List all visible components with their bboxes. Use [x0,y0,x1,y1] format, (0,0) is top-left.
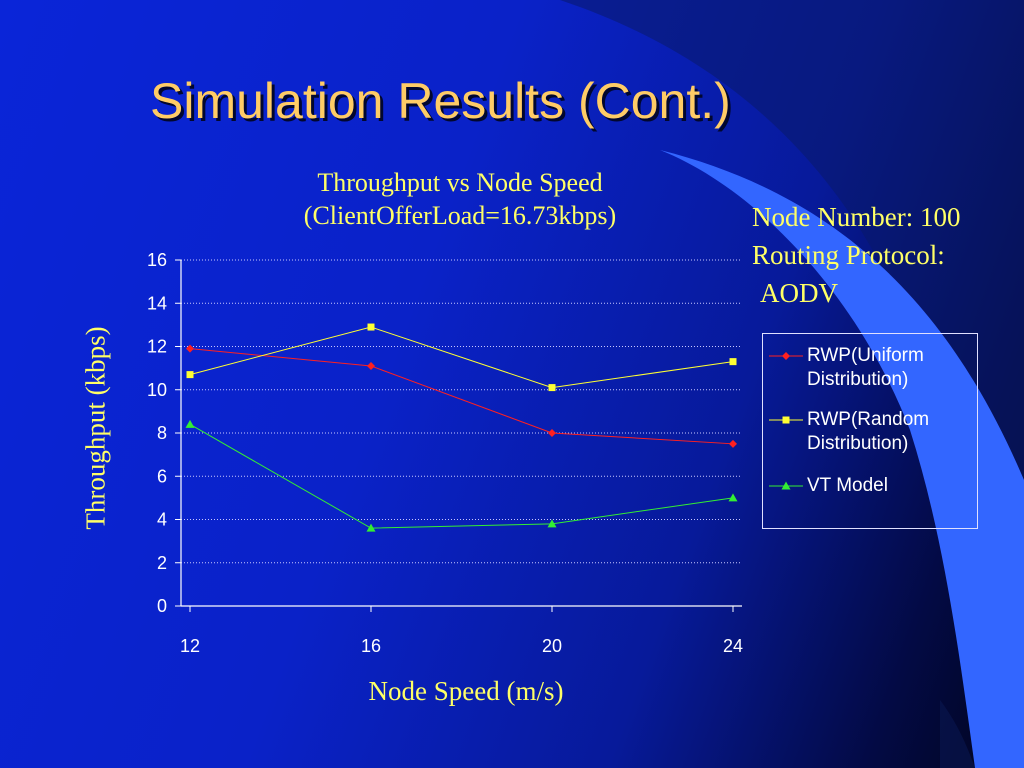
x-tick-label-16: 16 [361,636,381,656]
legend-label-vt-model: VT Model [807,475,888,496]
series-line-0 [189,348,734,445]
series-0-point-24 [729,439,737,448]
legend-marker-1 [782,416,790,424]
legend-marker-2 [781,481,791,490]
series-1-point-24 [729,358,737,366]
series-2-point-12 [185,419,195,428]
y-tick-label-8: 8 [157,423,167,443]
legend-swatch-random [769,416,803,424]
legend-label-uniform: RWP(Uniform Distribution) [807,345,924,390]
y-tick-label-14: 14 [147,293,167,313]
chart-legend: RWP(Uniform Distribution) RWP(Random Dis… [762,333,978,529]
x-tick-label-24: 24 [723,636,743,656]
x-tick-label-12: 12 [180,636,200,656]
series-2-point-20 [547,519,557,528]
y-tick-label-12: 12 [147,337,167,357]
y-tick-label-16: 16 [147,250,167,270]
series-0-point-16 [367,361,375,370]
series-1-point-12 [186,371,194,379]
y-tick-label-10: 10 [147,380,167,400]
info-routing-protocol: Routing Protocol: [752,240,945,270]
series-1-point-16 [367,323,375,331]
series-line-1 [189,326,734,389]
x-axis-label: Node Speed (m/s) [368,676,564,706]
legend-swatch-vt-model [769,481,803,490]
chart-subtitle: (ClientOfferLoad=16.73kbps) [303,201,617,230]
y-tick-label-2: 2 [157,553,167,573]
y-tick-label-6: 6 [157,466,167,486]
chart-title-line: Throughput vs Node Speed [317,168,603,197]
slide-title: Simulation Results (Cont.) [150,73,731,129]
info-node-number: Node Number: 100 [752,202,961,232]
simulation-info: Node Number: 100 Routing Protocol: AODV [752,198,960,312]
series-2-point-24 [728,493,738,502]
series-1-point-20 [548,384,556,392]
series-line-2 [189,423,734,529]
y-tick-label-4: 4 [157,510,167,530]
chart-title: Throughput vs Node Speed (ClientOfferLoa… [240,166,680,232]
legend-label-random: RWP(Random Distribution) [807,409,930,454]
series-2-point-16 [366,523,376,532]
legend-marker-0 [782,352,790,360]
series-0-point-20 [548,429,556,437]
series-0-point-12 [186,344,194,353]
x-tick-label-20: 20 [542,636,562,656]
info-protocol-name: AODV [760,278,838,308]
y-tick-label-0: 0 [157,596,167,616]
legend-swatch-uniform [769,352,803,360]
